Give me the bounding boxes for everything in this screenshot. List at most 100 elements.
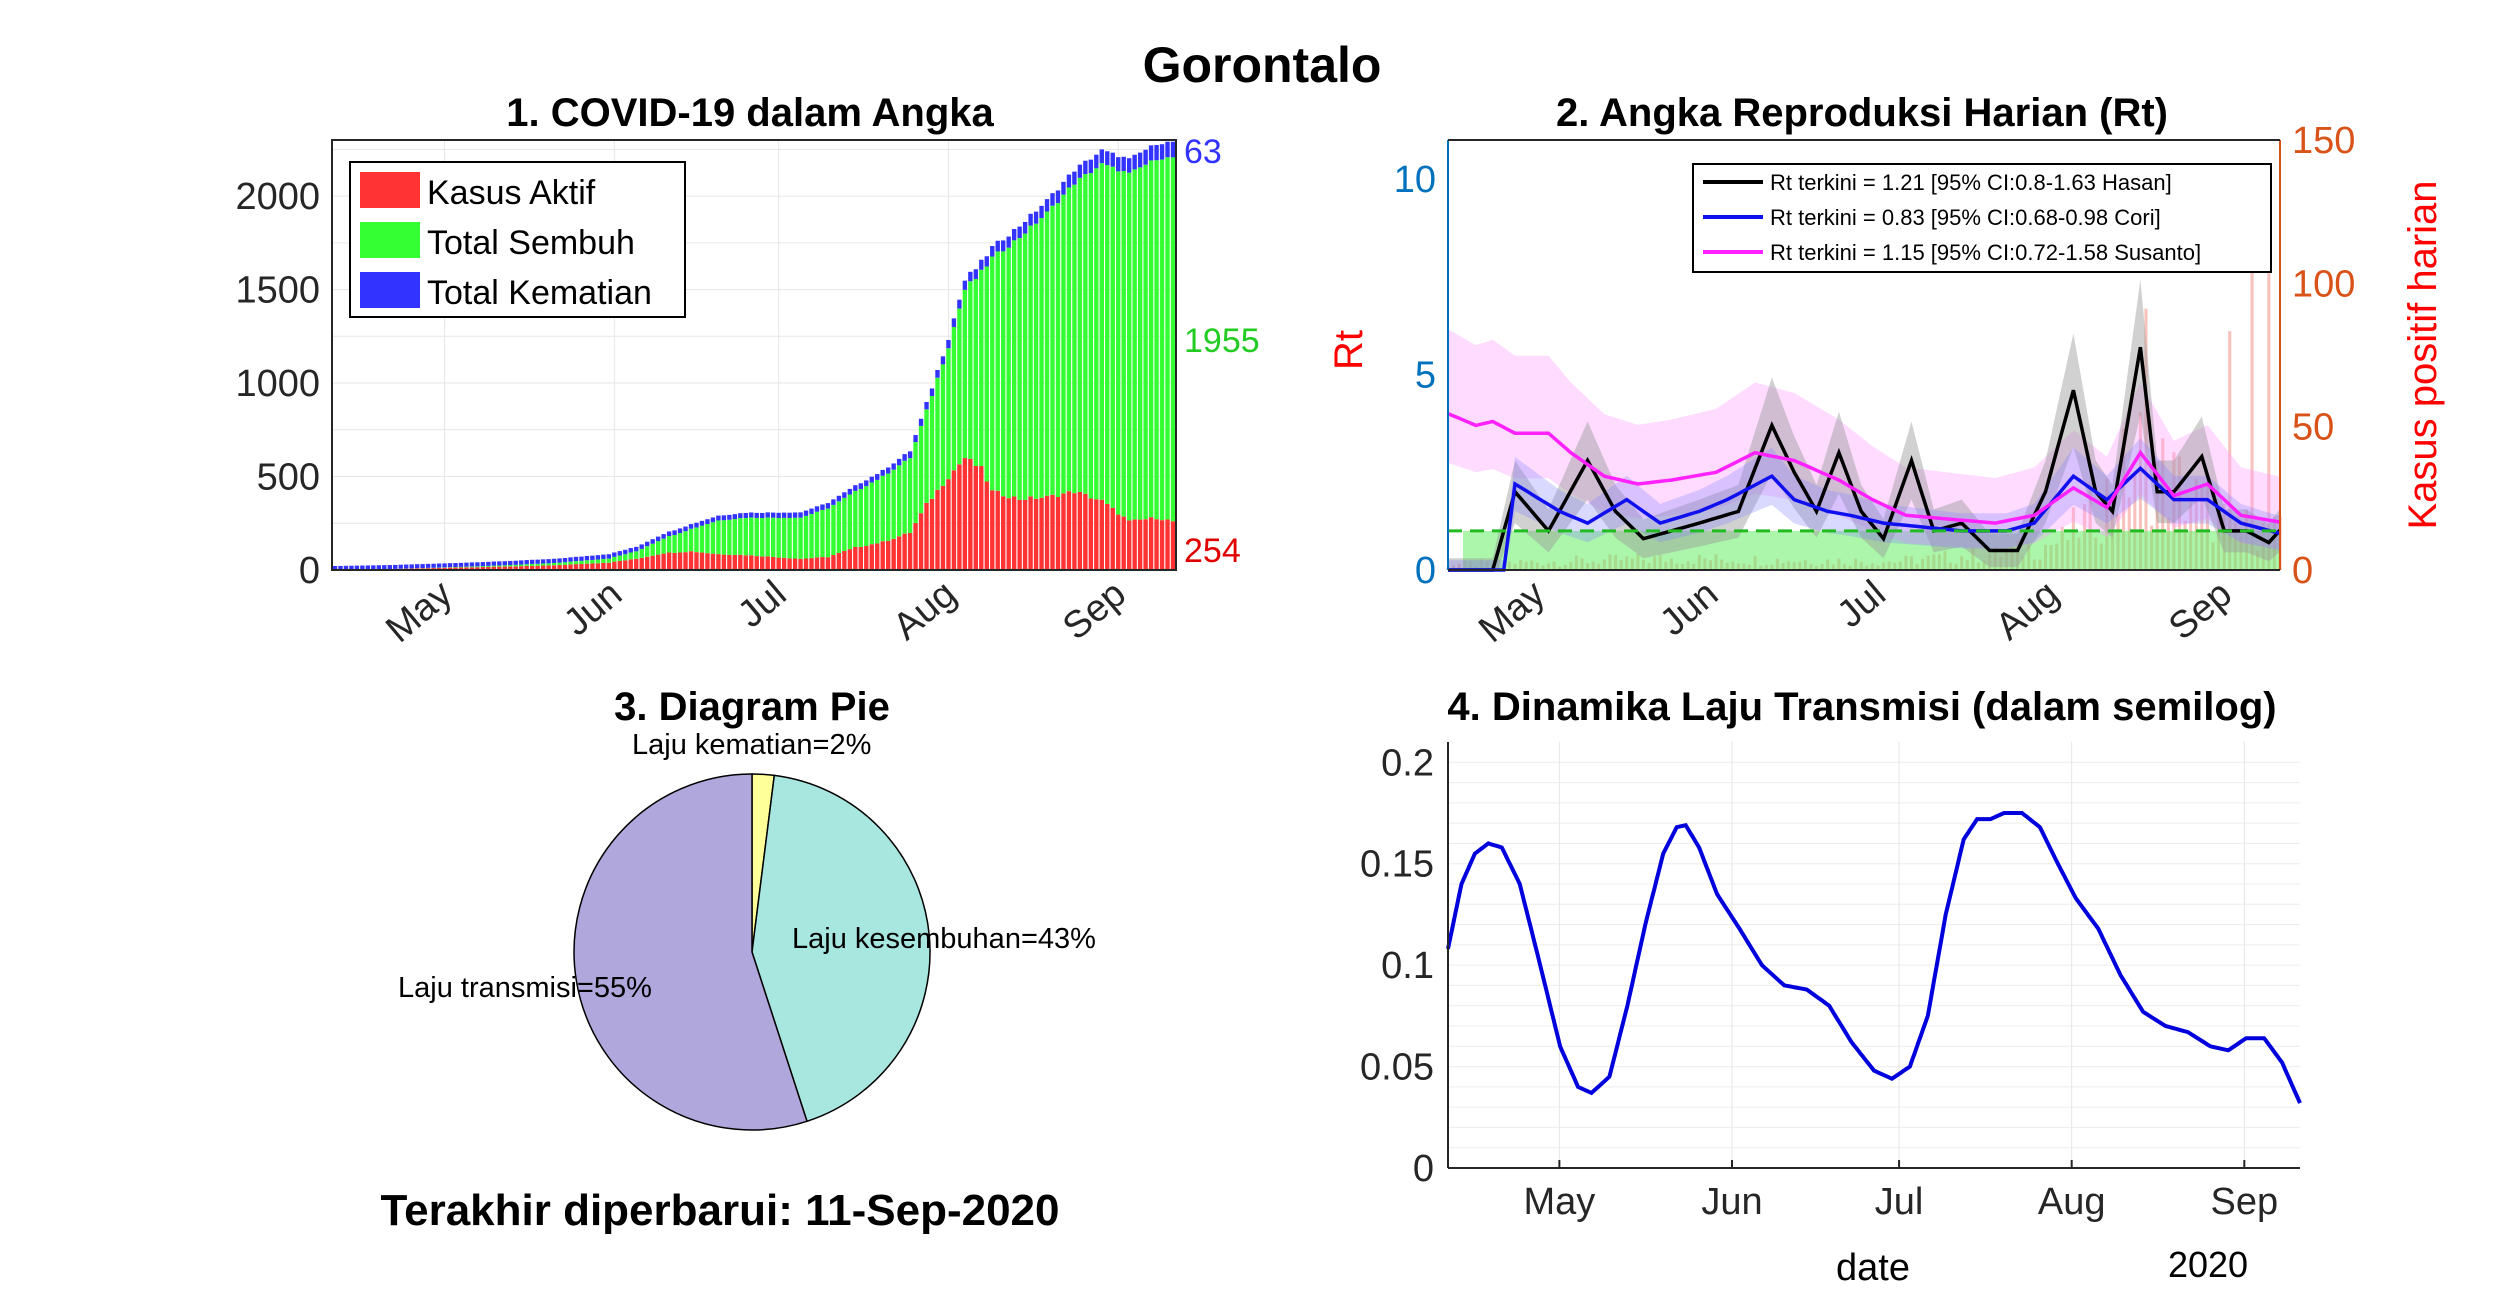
bar-deaths [770, 512, 776, 518]
bar-active [1006, 498, 1011, 570]
bar-recovered [617, 555, 623, 561]
bar-deaths [1143, 149, 1148, 165]
bar-recovered [573, 561, 579, 565]
threshold-band [1463, 530, 2280, 570]
bar-deaths [814, 506, 820, 512]
bar-deaths [1028, 213, 1033, 226]
rt-confidence-band [1448, 329, 2280, 550]
bar-active [968, 458, 973, 570]
bar-active [858, 546, 863, 570]
bar-deaths [1088, 159, 1094, 174]
bar-deaths [979, 259, 984, 270]
panel3-title: 3. Diagram Pie [614, 685, 890, 729]
bar-active [1094, 499, 1099, 570]
bar-active [557, 565, 562, 570]
bar-active [990, 490, 995, 570]
bar-active [957, 464, 962, 570]
bar-recovered [721, 520, 727, 555]
bar-deaths [1126, 158, 1132, 173]
legend-label-active: Kasus Aktif [427, 174, 596, 212]
bar-recovered [1083, 174, 1088, 494]
panel1-end-label-deaths: 63 [1184, 133, 1222, 171]
bar-deaths [973, 269, 979, 279]
bar-active [502, 566, 507, 570]
bar-active [650, 555, 655, 570]
bar-active [809, 558, 814, 570]
bar-recovered [820, 509, 825, 558]
panel3-pie-chart: 3. Diagram Pie Laju kematian=2% Laju kes… [398, 685, 1096, 1131]
bar-active [584, 563, 590, 570]
panel4-ytick-label: 0.15 [1360, 844, 1434, 886]
bar-deaths [458, 562, 464, 567]
pie-slice-kesembuhan [751, 774, 931, 1123]
bar-recovered [710, 522, 716, 554]
bar-active [825, 557, 831, 570]
bar-deaths [376, 565, 382, 570]
bar-deaths [491, 561, 497, 566]
bar-recovered [568, 561, 573, 565]
bar-recovered [1088, 173, 1094, 499]
bar-active [896, 536, 902, 570]
bar-deaths [601, 554, 606, 559]
bar-active [869, 544, 874, 570]
bar-recovered [875, 479, 880, 544]
bar-recovered [957, 308, 962, 465]
bar-active [1044, 495, 1050, 570]
bar-active [628, 559, 633, 570]
bar-recovered [699, 525, 705, 553]
bar-deaths [1105, 151, 1110, 166]
bar-deaths [688, 524, 694, 529]
bar-recovered [776, 517, 781, 558]
bar-deaths [1033, 211, 1039, 224]
bar-deaths [349, 565, 354, 570]
panel2-right-tick-label: 0 [2292, 550, 2313, 592]
bar-recovered [973, 278, 979, 466]
bar-active [1110, 507, 1115, 570]
bar-deaths [1159, 144, 1165, 160]
bar-deaths [1039, 205, 1044, 219]
bar-recovered [1099, 163, 1104, 500]
bar-recovered [1132, 169, 1137, 520]
bar-active [590, 563, 595, 570]
bar-active [529, 565, 535, 570]
bar-recovered [869, 482, 874, 545]
panel1-ytick-label: 1000 [235, 363, 320, 405]
bar-active [732, 554, 738, 570]
panel4-ytick-label: 0.05 [1360, 1047, 1434, 1089]
bar-deaths [727, 514, 732, 520]
bar-deaths [606, 554, 612, 559]
pie-label-kesembuhan: Laju kesembuhan=43% [792, 923, 1096, 955]
bar-active [935, 489, 940, 570]
panel2-left-tick-label: 0 [1415, 550, 1436, 592]
rt-confidence-band [1448, 279, 2280, 570]
bar-recovered [1077, 177, 1083, 492]
bar-active [1105, 503, 1110, 570]
daily-case-bar [2228, 331, 2232, 570]
bar-deaths [420, 564, 425, 569]
legend-label-recovered: Total Sembuh [427, 224, 635, 262]
bar-active [776, 557, 781, 570]
bar-deaths [393, 564, 398, 569]
bar-active [623, 560, 628, 570]
legend-swatch-recovered [360, 222, 420, 258]
bar-active [1126, 520, 1132, 570]
bar-recovered [732, 519, 738, 555]
bar-recovered [1094, 168, 1099, 500]
bar-active [442, 567, 447, 570]
bar-deaths [1022, 221, 1028, 234]
bar-active [1072, 493, 1077, 570]
bar-deaths [1099, 149, 1104, 164]
bar-deaths [885, 467, 891, 474]
bar-recovered [486, 565, 491, 567]
bar-deaths [436, 563, 442, 568]
bar-deaths [968, 271, 973, 282]
panel2-right-axis-label: Kasus positif harian [2401, 180, 2445, 529]
bar-deaths [442, 563, 447, 568]
bar-active [913, 523, 918, 570]
bar-deaths [546, 559, 551, 564]
bar-recovered [1143, 164, 1148, 520]
bar-deaths [1061, 181, 1066, 195]
bar-recovered [1039, 218, 1044, 498]
panel1-axes-box [331, 139, 1177, 571]
